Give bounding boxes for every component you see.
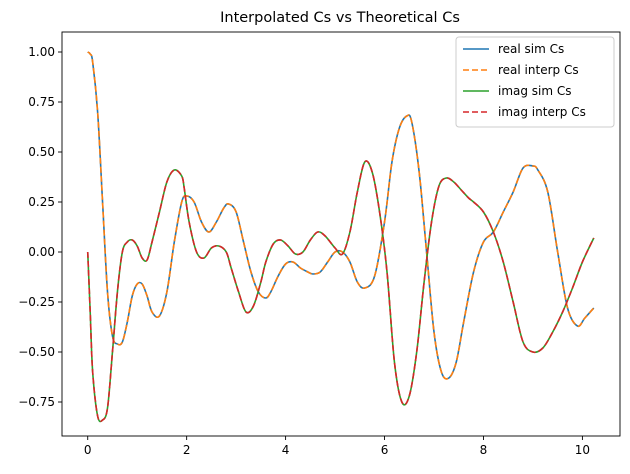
- y-tick-label: 1.00: [28, 45, 55, 59]
- axes: 0 2 4 6 8 10 −0.75 −0.50 −0.25 0.00 0.25 0.50 0.75 1.…: [18, 31, 621, 457]
- legend: real sim Cs real interp Cs imag sim Cs imag…: [455, 36, 615, 128]
- y-tick-label: 0.50: [28, 145, 55, 159]
- series-line-imag-sim-Cs: [86, 160, 595, 423]
- y-tick-label: 0.00: [28, 245, 55, 259]
- y-tick-label: 0.25: [28, 195, 55, 209]
- legend-label: imag sim Cs: [498, 84, 572, 98]
- legend-label: real sim Cs: [498, 42, 564, 56]
- y-tick-label: −0.25: [18, 295, 55, 309]
- y-tick-label: −0.75: [18, 395, 55, 409]
- legend-label: imag interp Cs: [498, 105, 586, 119]
- x-tick-label: 8: [480, 443, 488, 457]
- y-tick-label: 0.75: [28, 95, 55, 109]
- x-tick-label: 10: [575, 443, 590, 457]
- y-tick-label: −0.50: [18, 345, 55, 359]
- chart-title: Interpolated Cs vs Theoretical Cs: [220, 10, 460, 26]
- legend-label: real interp Cs: [498, 63, 579, 77]
- x-tick-label: 2: [183, 443, 191, 457]
- series-line-real-interp-Cs: [87, 51, 595, 380]
- plot-area: [86, 51, 595, 423]
- x-tick-label: 4: [282, 443, 290, 457]
- x-tick-label: 0: [84, 443, 92, 457]
- axes-frame: [61, 31, 621, 437]
- series-line-imag-interp-Cs: [86, 160, 595, 423]
- legend-box: [455, 36, 615, 128]
- x-tick-label: 6: [381, 443, 389, 457]
